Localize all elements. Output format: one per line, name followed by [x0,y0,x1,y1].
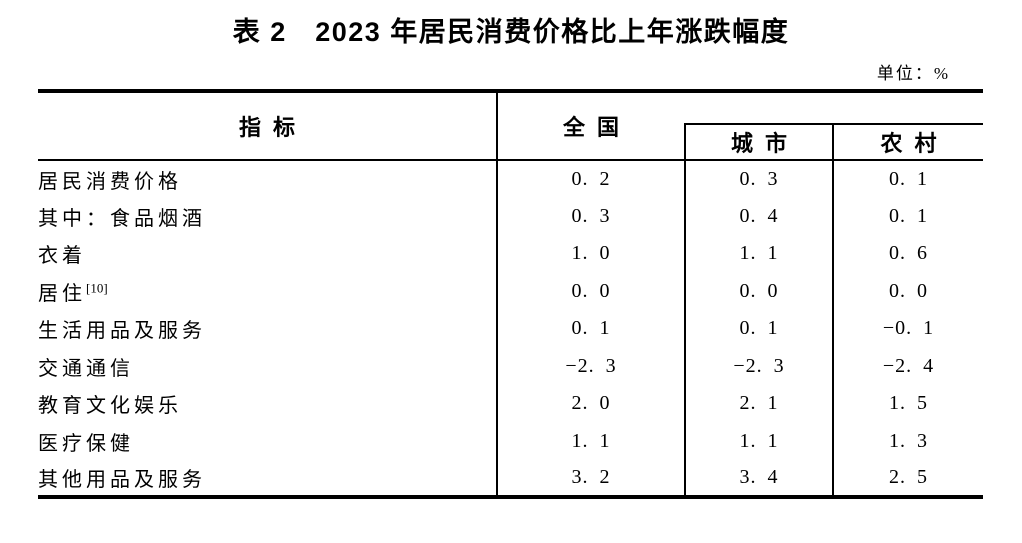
row-label: 居住[10] [38,272,498,310]
value-rural: 0. 0 [832,272,983,310]
value-rural: 1. 5 [832,384,983,423]
consumer-price-table: 指标 全国 城市 农村 居民消费价格 0. 2 0. 3 0. 1 其中：食品烟… [38,88,983,500]
value-national: 0. 1 [571,317,611,339]
row-label: 其他用品及服务 [38,459,498,500]
footnote-marker: [10] [86,279,108,295]
value-national: 1. 1 [571,429,611,452]
value-national: 0. 3 [571,204,611,227]
value-rural: 0. 1 [832,159,983,198]
table-row: 交通通信 −2. 3 −2. 3 −2. 4 [38,347,983,385]
value-city: 1. 1 [684,234,833,273]
value-city: 0. 4 [684,197,833,235]
value-rural: −2. 4 [832,347,983,385]
value-city: 2. 1 [684,384,833,423]
value-city: 1. 1 [684,422,833,460]
table-row: 居民消费价格 0. 2 0. 3 0. 1 [38,159,983,198]
value-city: 3. 4 [684,459,833,500]
value-national: 0. 2 [571,167,611,190]
value-national: 1. 0 [571,242,611,264]
header-indicator: 指标 [38,88,498,161]
row-label: 生活用品及服务 [38,309,498,348]
value-national: 3. 2 [497,459,685,500]
row-label: 教育文化娱乐 [38,384,498,423]
table-row: 医疗保健 1. 1 1. 1 1. 3 [38,422,983,460]
row-label: 居民消费价格 [38,159,498,198]
header-spacer [685,88,983,125]
page-title: 表 2 2023 年居民消费价格比上年涨跌幅度 [232,17,790,47]
value-national: −2. 3 [565,354,617,377]
header-city: 城市 [684,123,833,161]
value-city: 0. 0 [684,272,833,310]
value-rural: 2. 5 [832,459,983,500]
row-label: 医疗保健 [38,422,498,460]
value-national: 2. 0 [571,392,611,414]
table-row: 教育文化娱乐 2. 0 2. 1 1. 5 [38,384,983,423]
header-national: 全国 [497,88,685,161]
value-rural: 0. 1 [832,197,983,235]
table-row: 生活用品及服务 0. 1 0. 1 −0. 1 [38,309,983,348]
table-row: 其他用品及服务 3. 2 3. 4 2. 5 [38,459,983,500]
unit-label: 单位：% [876,63,950,83]
value-national: 0. 0 [571,279,611,302]
header-rural: 农村 [832,123,983,161]
value-city: 0. 3 [684,159,833,198]
table-row: 衣着 1. 0 1. 1 0. 6 [38,234,983,273]
value-city: −2. 3 [684,347,833,385]
table-row: 居住[10] 0. 0 0. 0 0. 0 [38,272,983,310]
value-city: 0. 1 [684,309,833,348]
value-rural: 0. 6 [832,234,983,273]
row-label: 其中：食品烟酒 [38,197,498,235]
row-label: 衣着 [38,234,498,273]
row-label: 交通通信 [38,347,498,385]
value-rural: 1. 3 [832,422,983,460]
value-rural: −0. 1 [832,309,983,348]
table-row: 其中：食品烟酒 0. 3 0. 4 0. 1 [38,197,983,235]
